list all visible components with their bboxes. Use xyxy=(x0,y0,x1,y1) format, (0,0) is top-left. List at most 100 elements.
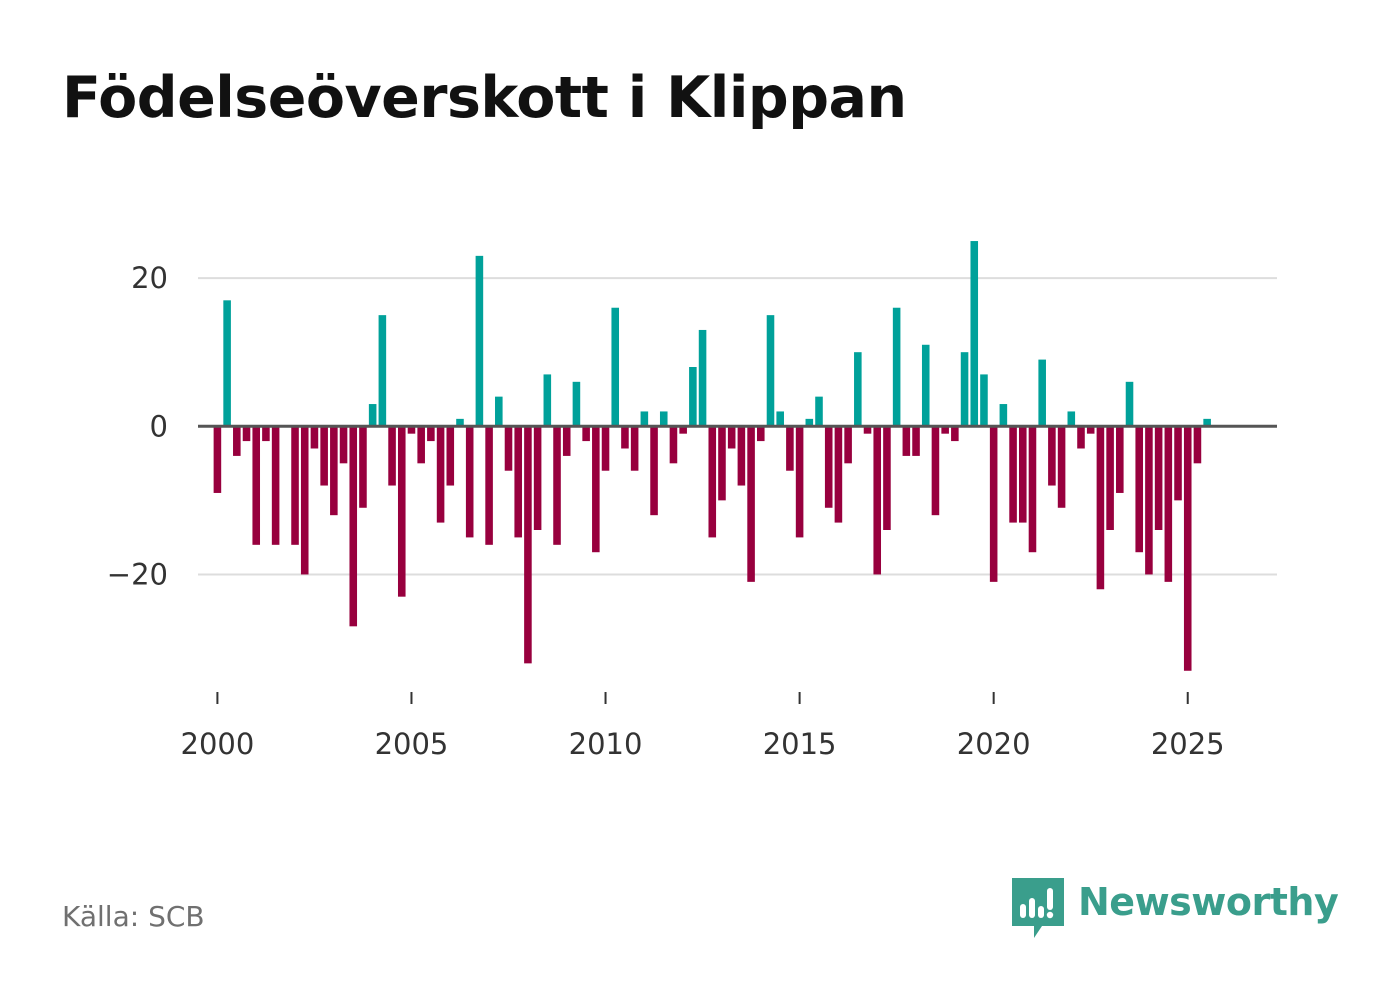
bar xyxy=(262,426,270,442)
bar xyxy=(543,374,552,427)
bar xyxy=(436,426,445,523)
bar xyxy=(533,426,542,530)
bar xyxy=(941,426,949,434)
bar xyxy=(980,374,988,427)
bar xyxy=(873,426,882,575)
x-tick-label: 2005 xyxy=(375,727,449,761)
bar xyxy=(242,426,251,442)
bar xyxy=(737,426,746,486)
bar xyxy=(902,426,911,456)
bar xyxy=(1009,426,1017,523)
bar xyxy=(854,352,862,427)
bar xyxy=(1028,426,1037,553)
bar xyxy=(514,426,522,538)
bar xyxy=(844,426,852,464)
y-tick-label: −20 xyxy=(107,557,168,591)
bar xyxy=(1125,381,1134,427)
bar xyxy=(640,411,649,427)
bar xyxy=(718,426,726,501)
bar xyxy=(1193,426,1202,464)
bar xyxy=(485,426,493,545)
bar xyxy=(562,426,571,456)
bar xyxy=(669,426,678,464)
bar xyxy=(630,426,639,471)
bar xyxy=(320,426,328,486)
bar xyxy=(1038,359,1046,427)
bar xyxy=(1174,426,1182,501)
bar xyxy=(931,426,940,516)
bar xyxy=(766,315,775,427)
bar xyxy=(824,426,833,508)
bar xyxy=(621,426,629,449)
bar xyxy=(1096,426,1105,590)
bar xyxy=(291,426,299,545)
bar xyxy=(330,426,338,516)
bar xyxy=(1145,426,1153,575)
bars xyxy=(213,241,1211,671)
bar xyxy=(727,426,736,449)
x-tick-label: 2000 xyxy=(181,727,255,761)
bar xyxy=(611,307,620,427)
bar xyxy=(698,329,707,427)
bar xyxy=(892,307,901,427)
bar xyxy=(233,426,241,456)
bar xyxy=(960,352,969,427)
brand-name: Newsworthy xyxy=(1078,880,1339,924)
bar xyxy=(989,426,998,582)
bar xyxy=(1057,426,1066,508)
bar xyxy=(407,426,416,434)
bar xyxy=(572,381,581,427)
bar xyxy=(650,426,658,516)
bar xyxy=(1067,411,1076,427)
brand-logo[interactable]: Newsworthy xyxy=(1012,878,1339,942)
bar xyxy=(417,426,425,464)
bar xyxy=(378,315,387,427)
bar xyxy=(553,426,561,545)
bar xyxy=(815,396,823,427)
bar xyxy=(883,426,891,530)
bar xyxy=(388,426,396,486)
bar xyxy=(708,426,717,538)
bar xyxy=(970,241,979,427)
bar xyxy=(786,426,794,471)
chart-title: Födelseöverskott i Klippan xyxy=(62,65,907,131)
bar xyxy=(1048,426,1056,486)
bar xyxy=(300,426,309,575)
bar xyxy=(1018,426,1027,523)
bar xyxy=(921,344,930,427)
bar xyxy=(252,426,261,545)
bar xyxy=(999,404,1008,427)
bar xyxy=(951,426,959,442)
source-note: Källa: SCB xyxy=(62,900,205,933)
bar xyxy=(504,426,513,471)
bar xyxy=(495,396,503,427)
bar xyxy=(465,426,474,538)
bar xyxy=(1164,426,1173,582)
newsworthy-logo-icon xyxy=(1012,878,1064,938)
x-tick-label: 2010 xyxy=(569,727,643,761)
bar xyxy=(271,426,280,545)
bar xyxy=(601,426,610,471)
x-tick-label: 2025 xyxy=(1151,727,1225,761)
bar xyxy=(1135,426,1143,553)
bar xyxy=(1154,426,1163,530)
bar xyxy=(310,426,319,449)
bar xyxy=(213,426,222,493)
bar xyxy=(397,426,406,597)
bar xyxy=(368,404,377,427)
bar xyxy=(1106,426,1114,530)
bar xyxy=(659,411,668,427)
bar xyxy=(427,426,435,442)
bar xyxy=(805,418,814,427)
bar xyxy=(795,426,804,538)
bar xyxy=(834,426,843,523)
bar xyxy=(747,426,755,582)
bar xyxy=(1203,418,1211,427)
bar xyxy=(679,426,687,434)
x-tick-label: 2020 xyxy=(957,727,1031,761)
bar xyxy=(524,426,532,664)
bar xyxy=(1077,426,1085,449)
bar xyxy=(446,426,455,486)
bar xyxy=(475,255,484,427)
